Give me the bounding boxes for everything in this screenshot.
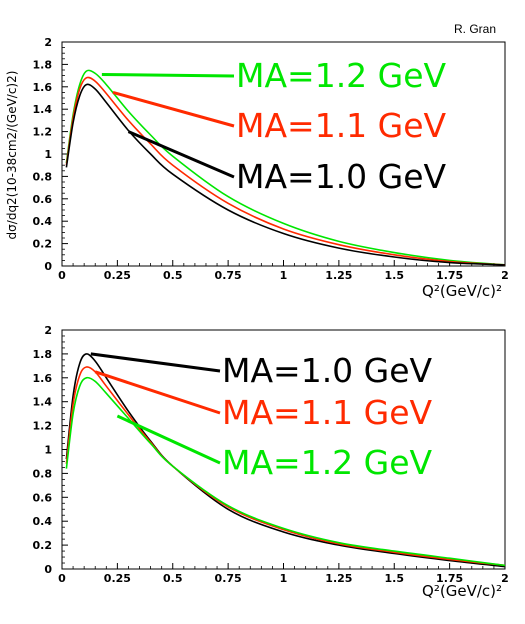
y-tick-label: 1.4 <box>33 396 53 409</box>
y-tick-label: 1.4 <box>33 103 53 116</box>
annotation-label-black: MA=1.0 GeV <box>222 351 433 390</box>
x-tick-label: 1.75 <box>436 269 463 282</box>
y-tick-label: 1.6 <box>33 81 53 94</box>
annotation-label-green: MA=1.2 GeV <box>222 443 433 482</box>
x-axis-label: Q²(GeV/c)² <box>422 582 502 600</box>
y-tick-label: 0 <box>44 260 52 273</box>
x-tick-label: 0.75 <box>215 572 242 585</box>
series-line-green <box>65 69 506 266</box>
x-tick-label: 1.25 <box>325 269 352 282</box>
x-tick-label: 0.5 <box>163 269 183 282</box>
x-tick-label: 0.75 <box>215 269 242 282</box>
series-line-red <box>65 76 506 266</box>
y-tick-label: 1.8 <box>33 58 53 71</box>
annotation-label-black: MA=1.0 GeV <box>236 157 447 196</box>
x-tick-label: 0.25 <box>104 572 131 585</box>
chart-panel-1: 0 0.2 0.4 0.6 0.8 1 1.2 1.4 1.6 1.8 2 0 0.25 0.5 0.75 1… <box>5 36 509 300</box>
y-tick-label: 0.8 <box>33 467 53 480</box>
annotation-pointer-red <box>112 90 235 128</box>
annotation-label-red: MA=1.1 GeV <box>236 106 447 145</box>
y-tick-label: 2 <box>44 36 52 49</box>
y-tick-label: 1 <box>44 444 52 457</box>
y-tick-label: 0.4 <box>33 215 53 228</box>
x-tick-label: 1.5 <box>385 572 405 585</box>
annotation-pointer-red <box>94 370 221 415</box>
annotation-pointer-black <box>127 130 235 179</box>
x-tick-label: 0 <box>58 572 66 585</box>
x-tick-label: 0.5 <box>163 572 183 585</box>
series-line-black <box>65 83 506 266</box>
y-tick-label: 1.6 <box>33 372 53 385</box>
y-tick-label: 0.6 <box>33 491 53 504</box>
credit-label: R. Gran <box>454 22 496 36</box>
chart-panel-2: 0 0.2 0.4 0.6 0.8 1 1.2 1.4 1.6 1.8 2 0 0.25 0.5 0.75 1… <box>33 324 509 600</box>
y-tick-label: 0 <box>44 563 52 576</box>
annotation-label-red: MA=1.1 GeV <box>222 393 433 432</box>
y-tick-label: 1.8 <box>33 348 53 361</box>
annotation-pointer-black <box>90 352 221 373</box>
annotation-label-green: MA=1.2 GeV <box>236 56 447 95</box>
y-tick-label: 1.2 <box>33 420 53 433</box>
y-tick-label: 0.8 <box>33 170 53 183</box>
series-line-green <box>65 376 506 567</box>
x-tick-label: 1.75 <box>436 572 463 585</box>
y-tick-label: 2 <box>44 324 52 337</box>
x-tick-label: 0.25 <box>104 269 131 282</box>
y-tick-label: 1.2 <box>33 126 53 139</box>
x-tick-label: 1 <box>280 572 288 585</box>
annotation-pointer-green <box>116 414 221 465</box>
y-tick-label: 0.2 <box>33 238 53 251</box>
y-tick-label: 0.6 <box>33 193 53 206</box>
x-tick-label: 0 <box>58 269 66 282</box>
x-tick-label: 1 <box>280 269 288 282</box>
y-tick-label: 0.2 <box>33 539 53 552</box>
annotation-pointer-green <box>101 72 235 78</box>
series-line-red <box>65 366 506 567</box>
y-tick-label: 1 <box>44 148 52 161</box>
x-tick-label: 1.5 <box>385 269 405 282</box>
x-tick-label: 2 <box>501 572 509 585</box>
x-axis-label: Q²(GeV/c)² <box>422 282 502 300</box>
x-tick-label: 2 <box>501 269 509 282</box>
y-axis-label: dσ/dq2(10-38cm2/(GeV/c)2) <box>5 71 19 240</box>
y-tick-label: 0.4 <box>33 515 53 528</box>
x-tick-label: 1.25 <box>325 572 352 585</box>
